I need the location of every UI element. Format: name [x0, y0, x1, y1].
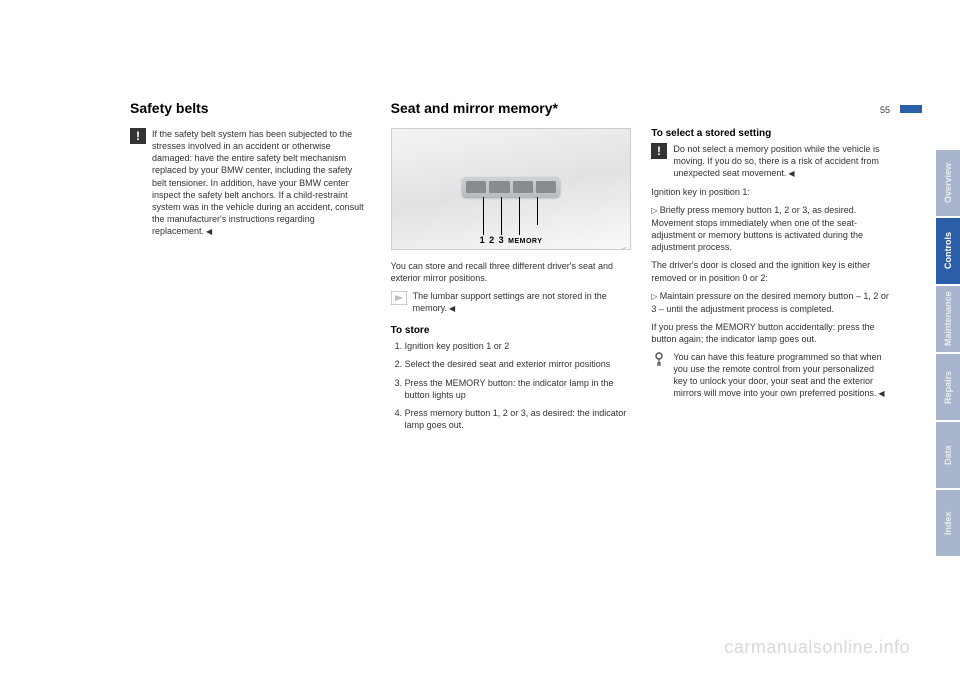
- pointer-lines: [471, 197, 551, 237]
- warning-block: ! If the safety belt system has been sub…: [130, 128, 369, 238]
- warning-text: If the safety belt system has been subje…: [152, 128, 369, 238]
- store-step-1: Ignition key position 1 or 2: [405, 340, 630, 352]
- feature-text: You can have this feature programmed so …: [673, 351, 890, 400]
- column-select-setting: . To select a stored setting ! Do not se…: [651, 100, 890, 437]
- section-tabs: Overview Controls Maintenance Repairs Da…: [936, 150, 960, 558]
- note-text: The lumbar support settings are not stor…: [413, 290, 630, 315]
- memory-btn-1: [466, 181, 486, 193]
- column-seat-memory: Seat and mirror memory* 1 2 3 MEMORY: [391, 100, 630, 437]
- memory-button-figure: 1 2 3 MEMORY MV3142YCMA: [391, 128, 632, 250]
- tab-controls[interactable]: Controls: [936, 218, 960, 284]
- manual-page: 55 Safety belts ! If the safety belt sys…: [130, 100, 890, 620]
- memory-btn-3: [513, 181, 533, 193]
- select-warning-block: ! Do not select a memory position while …: [651, 143, 890, 180]
- memory-btn-2: [489, 181, 509, 193]
- tab-repairs[interactable]: Repairs: [936, 354, 960, 420]
- heading-safety-belts: Safety belts: [130, 100, 369, 116]
- figure-numbers: 1 2 3: [480, 235, 509, 245]
- tab-overview[interactable]: Overview: [936, 150, 960, 216]
- key-feature-icon: [651, 351, 667, 367]
- select-warning-text: Do not select a memory position while th…: [673, 143, 890, 180]
- store-heading: To store: [391, 325, 630, 336]
- watermark: carmanualsonline.info: [724, 637, 910, 658]
- store-step-3: Press the MEMORY button: the indicator l…: [405, 377, 630, 401]
- store-step-2: Select the desired seat and exterior mir…: [405, 358, 630, 370]
- heading-seat-memory: Seat and mirror memory*: [391, 100, 630, 116]
- feature-block: You can have this feature programmed so …: [651, 351, 890, 400]
- select-heading: To select a stored setting: [651, 128, 890, 139]
- brief-press-text: Briefly press memory button 1, 2 or 3, a…: [651, 204, 890, 253]
- accidental-text: If you press the MEMORY button accidenta…: [651, 321, 890, 345]
- tab-maintenance[interactable]: Maintenance: [936, 286, 960, 352]
- maintain-text: Maintain pressure on the desired memory …: [651, 290, 890, 315]
- content-columns: Safety belts ! If the safety belt system…: [130, 100, 890, 437]
- page-marker: [900, 105, 922, 113]
- figure-code: MV3142YCMA: [622, 247, 628, 250]
- figure-memory-label: MEMORY: [508, 238, 542, 245]
- figure-labels: 1 2 3 MEMORY: [480, 235, 543, 245]
- tab-index[interactable]: Index: [936, 490, 960, 556]
- column-safety-belts: Safety belts ! If the safety belt system…: [130, 100, 369, 437]
- warning-icon: !: [130, 128, 146, 144]
- page-number: 55: [880, 105, 890, 115]
- ignition-text: Ignition key in position 1:: [651, 186, 890, 198]
- door-closed-text: The driver's door is closed and the igni…: [651, 259, 890, 283]
- store-step-4: Press memory button 1, 2 or 3, as desire…: [405, 407, 630, 431]
- note-icon: [391, 290, 407, 306]
- seat-button-panel: [462, 177, 560, 197]
- warning-icon: !: [651, 143, 667, 159]
- memory-intro: You can store and recall three different…: [391, 260, 630, 284]
- memory-btn-m: [536, 181, 556, 193]
- svg-text:!: !: [657, 144, 661, 158]
- store-steps: Ignition key position 1 or 2 Select the …: [391, 340, 630, 431]
- tab-data[interactable]: Data: [936, 422, 960, 488]
- note-block: The lumbar support settings are not stor…: [391, 290, 630, 315]
- svg-text:!: !: [136, 129, 140, 143]
